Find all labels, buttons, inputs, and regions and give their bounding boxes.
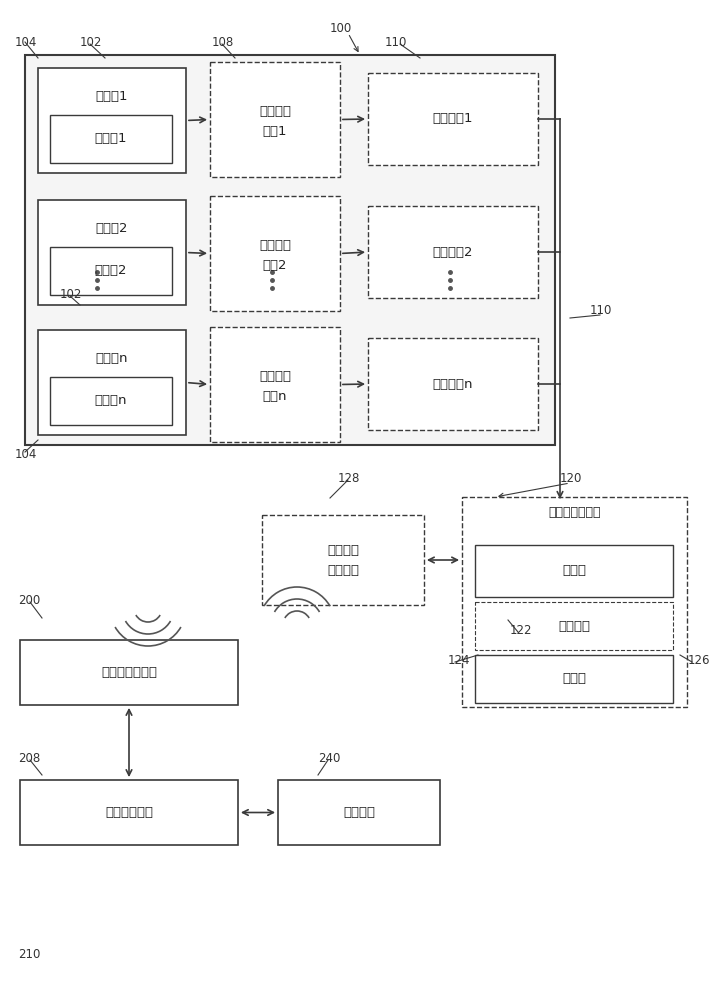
Bar: [368, 73, 538, 165]
Text: 单元2: 单元2: [262, 259, 287, 272]
Bar: [38, 200, 186, 305]
Text: 102: 102: [60, 288, 83, 302]
Bar: [475, 655, 673, 703]
Text: 通信单元2: 通信单元2: [433, 245, 473, 258]
Text: 负荷销2: 负荷销2: [96, 222, 128, 234]
Text: 传感器1: 传感器1: [95, 132, 128, 145]
Bar: [210, 62, 340, 177]
Text: 120: 120: [560, 472, 582, 485]
Text: 102: 102: [80, 35, 102, 48]
Text: 信号处理: 信号处理: [259, 370, 291, 383]
Text: 负荷销n: 负荷销n: [96, 352, 128, 364]
Text: 200: 200: [18, 593, 41, 606]
Bar: [368, 206, 538, 298]
Text: 128: 128: [338, 472, 360, 485]
Text: 操作系统: 操作系统: [558, 619, 590, 633]
Text: 传感器2: 传感器2: [95, 264, 128, 277]
Text: 负荷销1: 负荷销1: [96, 90, 128, 103]
Bar: [50, 115, 172, 163]
Bar: [20, 640, 238, 705]
Bar: [25, 55, 555, 445]
Text: 信号处理: 信号处理: [259, 239, 291, 252]
Bar: [210, 196, 340, 311]
Bar: [262, 515, 424, 605]
Bar: [38, 330, 186, 435]
Bar: [475, 545, 673, 597]
Text: 单元n: 单元n: [262, 390, 287, 403]
Text: 用户接口: 用户接口: [343, 806, 375, 819]
Text: 远程站通信单元: 远程站通信单元: [101, 666, 157, 679]
Text: 信号处理: 信号处理: [259, 105, 291, 118]
Text: 126: 126: [688, 654, 710, 666]
Text: 单元1: 单元1: [262, 125, 287, 138]
Text: 处理器: 处理器: [562, 564, 586, 578]
Text: 122: 122: [510, 624, 532, 637]
Bar: [210, 327, 340, 442]
Text: 208: 208: [18, 752, 41, 764]
Text: 240: 240: [318, 752, 340, 764]
Text: 交通工具控制器: 交通工具控制器: [548, 506, 601, 520]
Bar: [20, 780, 238, 845]
Text: 110: 110: [590, 304, 613, 316]
Bar: [38, 68, 186, 173]
Text: 110: 110: [385, 35, 407, 48]
Text: 104: 104: [15, 35, 38, 48]
Text: 通信单元1: 通信单元1: [433, 112, 473, 125]
Text: 104: 104: [15, 448, 38, 462]
Text: 交通工具: 交通工具: [327, 544, 359, 556]
Text: 存储器: 存储器: [562, 672, 586, 686]
Bar: [50, 247, 172, 295]
Text: 通信单元n: 通信单元n: [433, 377, 473, 390]
Text: 远程站控制器: 远程站控制器: [105, 806, 153, 819]
Text: 210: 210: [18, 948, 41, 962]
Text: 124: 124: [448, 654, 471, 666]
Bar: [475, 602, 673, 650]
Text: 通信单元: 通信单元: [327, 564, 359, 576]
Bar: [368, 338, 538, 430]
Bar: [50, 377, 172, 425]
Text: 108: 108: [212, 35, 234, 48]
Text: 100: 100: [330, 21, 352, 34]
Bar: [462, 497, 687, 707]
Bar: [278, 780, 440, 845]
Text: 传感器n: 传感器n: [95, 394, 128, 408]
